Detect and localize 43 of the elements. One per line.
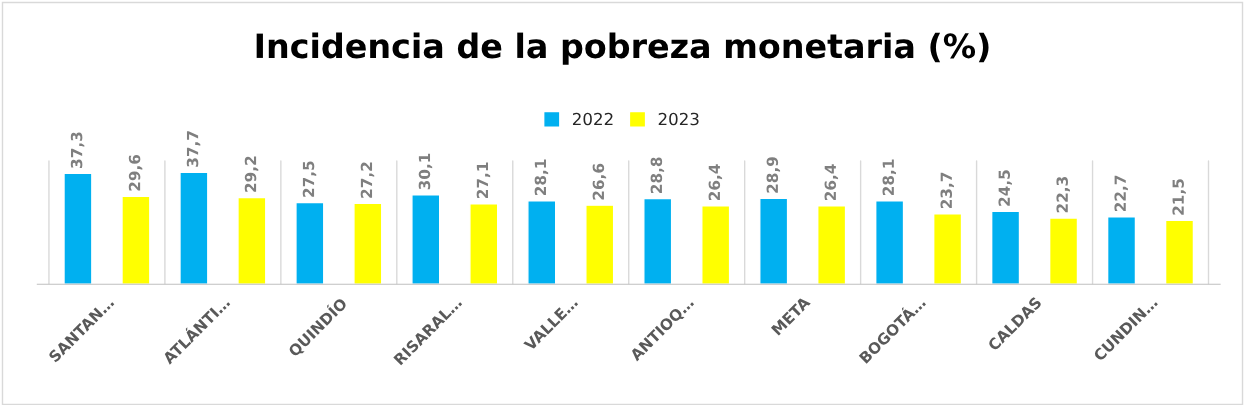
bar (817, 205, 847, 285)
bar (643, 197, 673, 285)
bar (121, 195, 151, 285)
data-label: 27,1 (476, 162, 491, 198)
data-label: 37,3 (70, 132, 85, 168)
legend-label: 2023 (658, 112, 699, 126)
bar (932, 213, 963, 285)
data-label: 22,7 (1114, 175, 1128, 212)
bar (353, 202, 383, 285)
data-label: 26,4 (708, 164, 723, 201)
bar (1048, 217, 1079, 285)
chart-title: Incidencia de la pobreza monetaria (%) (256, 32, 989, 65)
bar (701, 205, 731, 285)
data-label: 27,2 (360, 162, 375, 198)
data-label: 26,4 (824, 164, 839, 201)
bar (527, 200, 557, 285)
bar (63, 172, 93, 285)
bar (179, 171, 209, 285)
data-label: 28,1 (882, 159, 897, 196)
bar (990, 210, 1021, 285)
bar (1164, 219, 1195, 285)
data-label: 29,6 (128, 154, 143, 191)
data-label: 26,6 (592, 163, 607, 200)
data-label: 37,7 (186, 131, 201, 167)
bar (1106, 216, 1137, 285)
data-label: 30,1 (418, 153, 433, 190)
bar (875, 200, 905, 285)
legend-label: 2022 (572, 112, 613, 126)
bar (585, 204, 615, 285)
bar (469, 202, 499, 285)
data-label: 28,9 (766, 157, 781, 193)
data-label: 28,8 (650, 157, 665, 193)
data-label: 21,5 (1172, 179, 1186, 215)
bar (237, 196, 267, 285)
data-label: 27,5 (302, 161, 317, 197)
data-label: 28,1 (534, 159, 549, 196)
bar (411, 194, 441, 285)
data-label: 24,5 (998, 170, 1012, 206)
data-label: 29,2 (244, 156, 259, 192)
data-label: 23,7 (940, 172, 954, 209)
data-label: 22,3 (1056, 176, 1070, 213)
bar (295, 201, 325, 285)
bar (759, 197, 789, 285)
